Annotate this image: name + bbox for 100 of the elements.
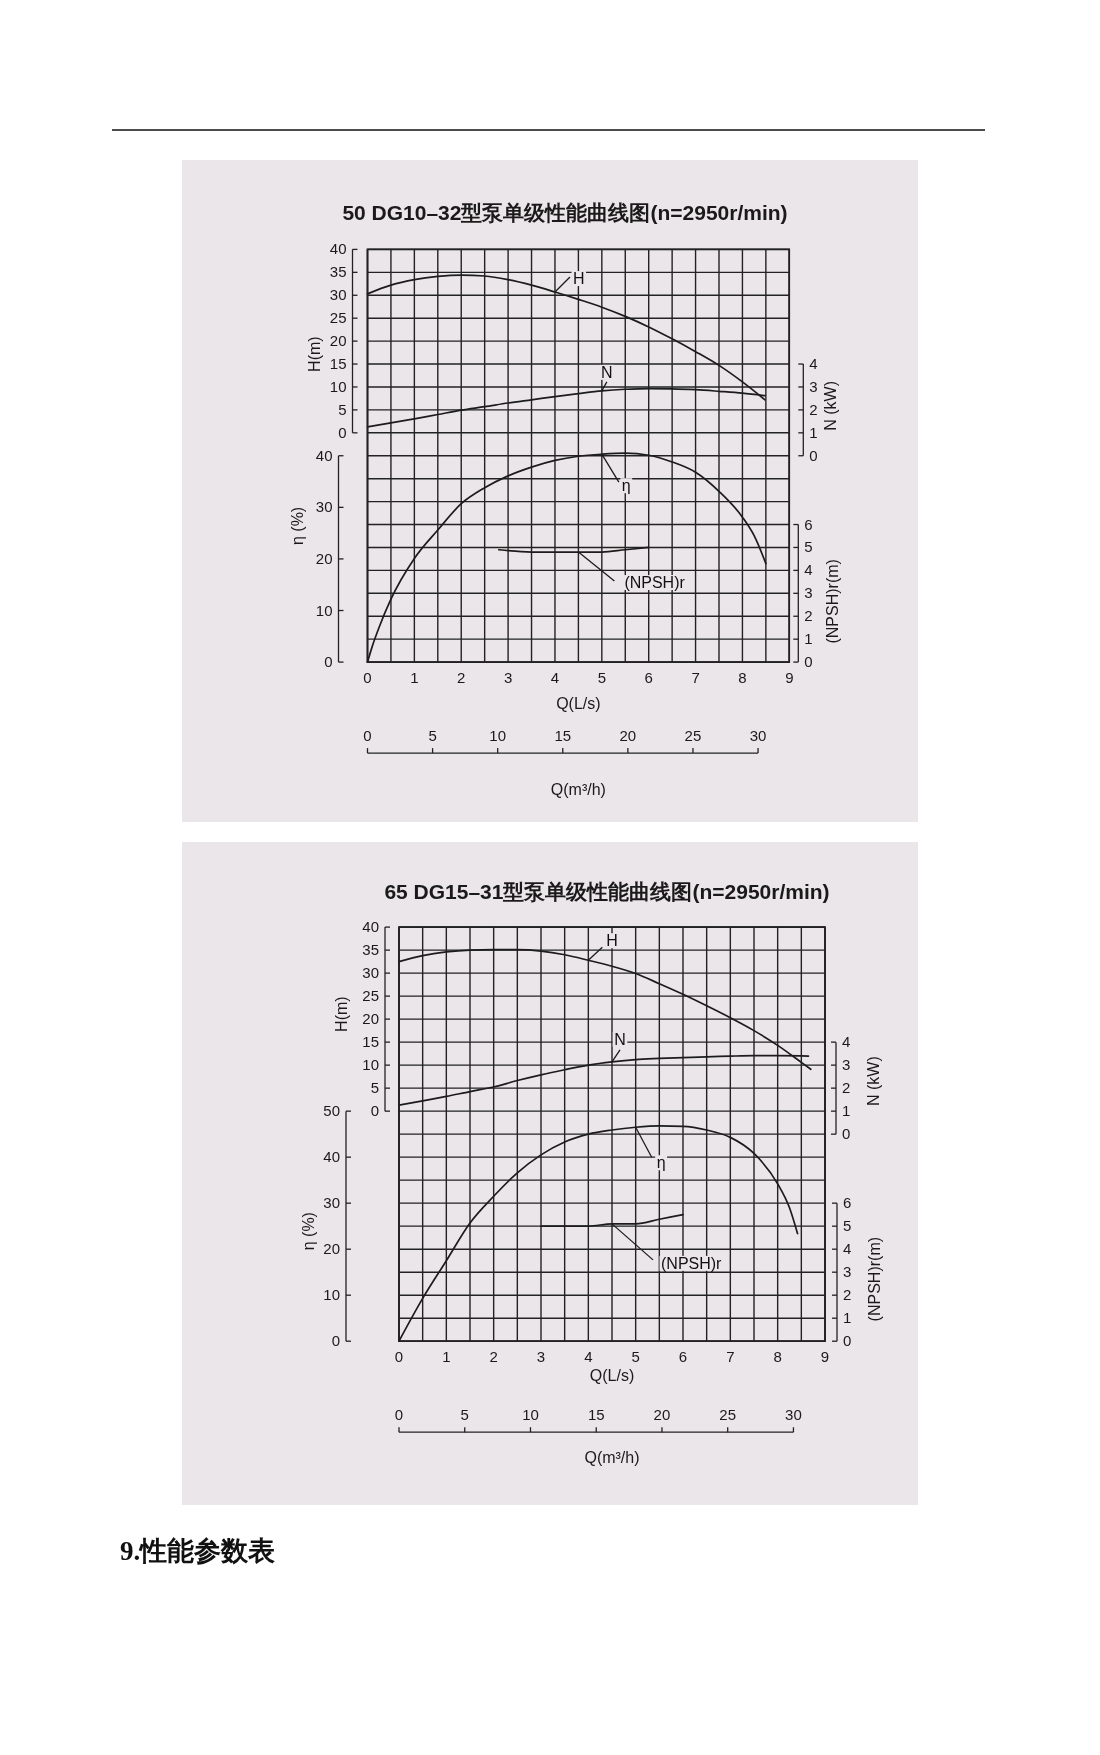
- y2-tick-label: 4: [842, 1033, 851, 1051]
- x-tick-label: 1: [442, 1348, 451, 1366]
- y-tick-label: 25: [329, 309, 347, 327]
- x-tick-label: 0: [394, 1348, 404, 1366]
- y-tick-label: 15: [329, 355, 347, 373]
- x2-tick-label: 20: [653, 1406, 671, 1424]
- x-tick-label: 8: [738, 669, 747, 687]
- y2-tick-label: 1: [843, 1309, 852, 1327]
- x-tick-label: 8: [773, 1348, 782, 1366]
- x-tick-label: 2: [489, 1348, 498, 1366]
- y2-tick-label: 0: [843, 1332, 852, 1350]
- text: (NPSH)r: [661, 1254, 723, 1272]
- y-tick-label: 5: [370, 1079, 379, 1097]
- y-tick-label: 50: [323, 1102, 340, 1120]
- y-tick-label: 5: [338, 400, 347, 418]
- x2-tick-label: 0: [394, 1406, 404, 1424]
- y-tick-label: 0: [370, 1102, 379, 1120]
- y2-tick-label: 3: [804, 584, 813, 602]
- x2-tick-label: 25: [719, 1406, 737, 1424]
- x2-tick-label: 15: [554, 727, 572, 745]
- x2-tick-label: 5: [428, 727, 437, 745]
- y2-axis-title: (NPSH)r(m): [824, 559, 842, 644]
- series-label: N: [601, 363, 613, 381]
- y-tick-label: 35: [362, 941, 379, 959]
- x-tick-label: 7: [726, 1348, 735, 1366]
- y-tick-label: 20: [315, 549, 333, 567]
- x-tick-label: 3: [503, 669, 513, 687]
- y-tick-label: 10: [362, 1056, 379, 1074]
- x-axis-title: Q(L/s): [556, 695, 601, 713]
- y2-tick-label: 1: [842, 1102, 851, 1120]
- series-label: (NPSH)r: [624, 574, 686, 592]
- x-tick-label: 2: [457, 669, 466, 687]
- y-tick-label: 25: [362, 987, 379, 1005]
- y-tick-label: 40: [315, 446, 333, 464]
- y2-tick-label: 6: [843, 1194, 852, 1212]
- y-tick-label: 35: [329, 263, 347, 281]
- x2-tick-label: 30: [749, 727, 767, 745]
- y-tick-label: 0: [331, 1332, 340, 1350]
- series-label: N: [614, 1030, 626, 1048]
- legend-label: H: [572, 270, 585, 288]
- y-tick-label: 30: [315, 498, 333, 516]
- legend-label: η: [656, 1154, 666, 1172]
- x-axis-title: Q(L/s): [589, 1367, 635, 1385]
- x2-tick-label: 5: [460, 1406, 469, 1424]
- y-tick-label: 10: [315, 601, 333, 619]
- y2-tick-label: 2: [842, 1079, 851, 1097]
- y2-tick-label: 3: [843, 1263, 852, 1281]
- x-tick-label: 9: [785, 669, 794, 687]
- x-tick-label: 1: [410, 669, 419, 687]
- y2-axis-title: (NPSH)r(m): [866, 1236, 883, 1322]
- legend-label: η: [621, 477, 631, 495]
- y-tick-label: 40: [329, 240, 347, 258]
- y-tick-label: 20: [329, 332, 347, 350]
- y2-tick-label: 3: [809, 377, 818, 395]
- y2-tick-label: 6: [804, 515, 813, 533]
- y2-tick-label: 2: [809, 400, 818, 418]
- y2-tick-label: 0: [804, 653, 813, 671]
- y2-tick-label: 5: [804, 538, 813, 556]
- y2-tick-label: 1: [804, 630, 813, 648]
- x2-tick-label: 30: [785, 1406, 802, 1424]
- y2-axis-title: N (kW): [822, 381, 840, 431]
- x-tick-label: 6: [678, 1348, 688, 1366]
- y-tick-label: 20: [362, 1010, 379, 1028]
- x2-tick-label: 15: [587, 1406, 605, 1424]
- y-tick-label: 15: [362, 1033, 379, 1051]
- x2-tick-label: 10: [489, 727, 507, 745]
- y-tick-label: 20: [323, 1240, 340, 1258]
- y-axis-title: η (%): [300, 1212, 317, 1251]
- y-tick-label: 10: [323, 1286, 340, 1304]
- y-tick-label: 30: [329, 286, 347, 304]
- x-tick-label: 4: [550, 669, 560, 687]
- y2-tick-label: 1: [809, 423, 818, 441]
- line-series: [540, 1213, 684, 1228]
- x-tick-label: 5: [597, 669, 607, 687]
- y2-tick-label: 2: [804, 607, 813, 625]
- y-tick-label: 10: [329, 377, 347, 395]
- y2-tick-label: 4: [843, 1240, 852, 1258]
- x-tick-label: 9: [820, 1348, 830, 1366]
- x2-axis-title: Q(m³/h): [550, 781, 606, 799]
- y-tick-label: 0: [338, 423, 347, 441]
- y-tick-label: 30: [362, 964, 379, 982]
- y2-tick-label: 0: [809, 446, 818, 464]
- text: 9.性能参数表: [120, 1536, 276, 1566]
- y-axis-title: H(m): [333, 996, 350, 1032]
- chart-title: 65 DG15–31型泵单级性能曲线图(n=2950r/min): [384, 880, 830, 903]
- x-tick-label: 5: [631, 1348, 640, 1366]
- y-tick-label: 40: [362, 918, 379, 936]
- y-axis-title: η (%): [288, 506, 306, 546]
- y-axis-title: H(m): [305, 336, 323, 372]
- x-tick-label: 3: [536, 1348, 546, 1366]
- y2-tick-label: 5: [843, 1217, 852, 1235]
- chart-title: 50 DG10–32型泵单级性能曲线图(n=2950r/min): [342, 201, 788, 224]
- y2-tick-label: 3: [842, 1056, 851, 1074]
- y2-tick-label: 0: [842, 1125, 851, 1143]
- x-tick-label: 7: [691, 669, 700, 687]
- series-label: H: [606, 932, 618, 950]
- x2-tick-label: 25: [684, 727, 702, 745]
- y2-tick-label: 4: [809, 355, 818, 373]
- y-tick-label: 30: [323, 1194, 340, 1212]
- x2-tick-label: 20: [619, 727, 637, 745]
